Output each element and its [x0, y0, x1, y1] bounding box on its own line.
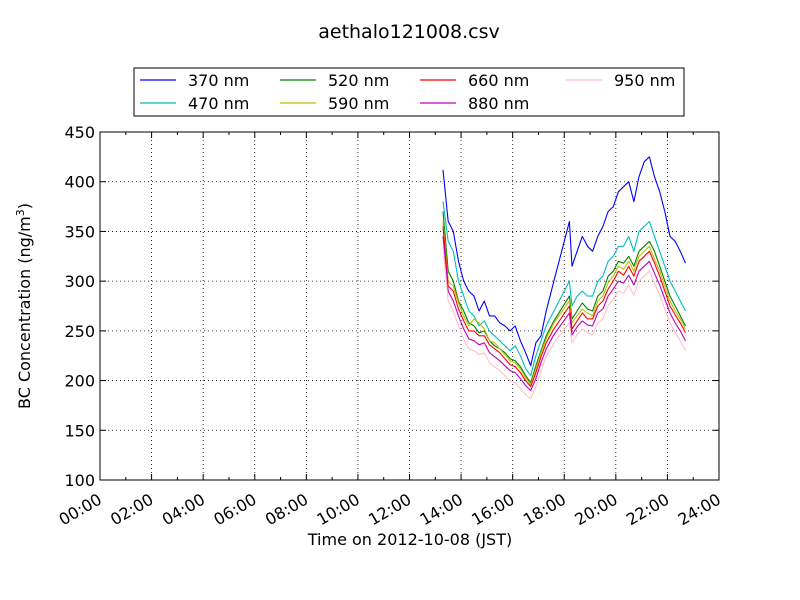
x-tick-label: 24:00	[675, 490, 724, 530]
legend-label-880-nm: 880 nm	[468, 94, 529, 113]
y-axis-label-end: )	[15, 203, 34, 209]
series-lines	[442, 156, 687, 400]
legend-label-520-nm: 520 nm	[328, 71, 389, 90]
legend-box	[133, 67, 685, 117]
x-tick-label: 00:00	[56, 490, 105, 530]
chart-title: aethalo121008.csv	[318, 21, 500, 43]
x-tick-label: 04:00	[159, 490, 208, 530]
series-line-470-nm	[442, 201, 686, 377]
y-tick-label: 250	[64, 322, 95, 341]
y-axis-label: BC Concentration (ng/m3)	[14, 203, 34, 409]
x-tick-label: 12:00	[365, 490, 414, 530]
x-tick-label: 16:00	[468, 490, 517, 530]
x-tick-label: 10:00	[313, 490, 362, 530]
y-axis-label-main: BC Concentration (ng/m	[15, 216, 34, 409]
y-tick-label: 450	[64, 123, 95, 142]
legend-label-660-nm: 660 nm	[468, 71, 529, 90]
series-line-950-nm	[442, 246, 686, 400]
y-axis-label-superscript: 3	[14, 209, 27, 216]
legend: 370 nm 470 nm 520 nm 590 nm 660 nm 880 nm 950 …	[133, 67, 685, 117]
x-tick-label: 22:00	[623, 490, 672, 530]
x-tick-label: 14:00	[417, 490, 466, 530]
series-line-590-nm	[442, 221, 686, 386]
y-tick-label: 300	[64, 272, 95, 291]
legend-label-590-nm: 590 nm	[328, 94, 389, 113]
legend-label-950-nm: 950 nm	[614, 71, 675, 90]
x-axis-label: Time on 2012-10-08 (JST)	[307, 530, 512, 549]
x-tick-label: 08:00	[262, 490, 311, 530]
legend-label-370-nm: 370 nm	[188, 71, 249, 90]
series-line-660-nm	[442, 226, 686, 388]
x-tick-label: 18:00	[520, 490, 569, 530]
y-tick-label: 150	[64, 421, 95, 440]
series-line-370-nm	[442, 156, 687, 367]
legend-label-470-nm: 470 nm	[188, 94, 249, 113]
y-tick-label: 200	[64, 372, 95, 391]
y-tick-label: 350	[64, 222, 95, 241]
x-tick-label: 02:00	[107, 490, 156, 530]
plot-area	[100, 132, 719, 480]
series-line-880-nm	[442, 236, 686, 392]
x-tick-label: 20:00	[571, 490, 620, 530]
y-tick-label: 100	[64, 471, 95, 490]
y-tick-label: 400	[64, 173, 95, 192]
x-tick-label: 06:00	[210, 490, 259, 530]
